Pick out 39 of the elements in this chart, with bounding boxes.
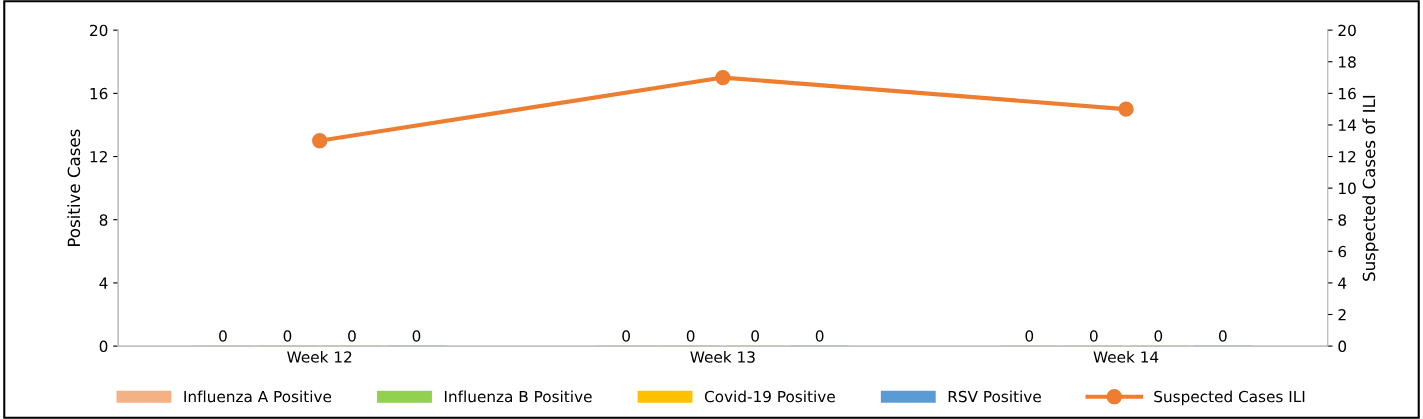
data-label: 0	[815, 330, 824, 342]
legend-label: Covid-19 Positive	[704, 390, 835, 403]
data-label: 0	[622, 330, 630, 342]
y-tick-label: 12	[90, 151, 107, 163]
y-tick-label: 16	[90, 87, 108, 100]
y2-tick-label: 18	[1339, 56, 1356, 68]
data-label: 0	[1089, 330, 1098, 342]
y2-tick-label: 6	[1338, 245, 1347, 258]
y2-tick-label: 10	[1339, 182, 1356, 195]
legend-label: RSV Positive	[948, 390, 1041, 403]
y2-tick-label: 2	[1338, 308, 1346, 321]
data-label: 0	[219, 330, 227, 342]
data-label: 0	[283, 330, 292, 342]
y2-axis-title: Suspected Cases of ILI	[1362, 95, 1379, 281]
data-label: 0	[751, 330, 759, 342]
y2-tick-label: 12	[1339, 151, 1356, 163]
y-tick-label: 4	[99, 277, 108, 289]
y-tick-label: 0	[99, 340, 108, 353]
y2-tick-label: 8	[1338, 214, 1347, 226]
y2-tick-label: 0	[1338, 340, 1347, 353]
y2-tick-label: 16	[1339, 87, 1356, 100]
data-label: 0	[1025, 330, 1034, 342]
x-tick-label: Week 13	[690, 350, 755, 363]
legend-label: Influenza B Positive	[444, 390, 592, 403]
y-tick-label: 8	[99, 214, 108, 226]
y2-tick-label: 4	[1338, 277, 1347, 289]
data-label: 0	[686, 330, 695, 342]
legend-label: Suspected Cases ILI	[1154, 390, 1305, 406]
y-axis-title: Positive Cases	[67, 129, 81, 246]
legend-label: Influenza A Positive	[184, 390, 332, 403]
y2-tick-label: 20	[1338, 24, 1356, 37]
y2-tick-label: 14	[1339, 119, 1356, 131]
data-label: 0	[1218, 330, 1227, 342]
y-tick-label: 20	[90, 24, 108, 37]
data-label: 0	[348, 330, 356, 342]
data-label: 0	[1154, 330, 1163, 342]
data-label: 0	[412, 330, 421, 342]
x-tick-label: Week 14	[1093, 350, 1159, 363]
x-tick-label: Week 12	[287, 350, 352, 363]
